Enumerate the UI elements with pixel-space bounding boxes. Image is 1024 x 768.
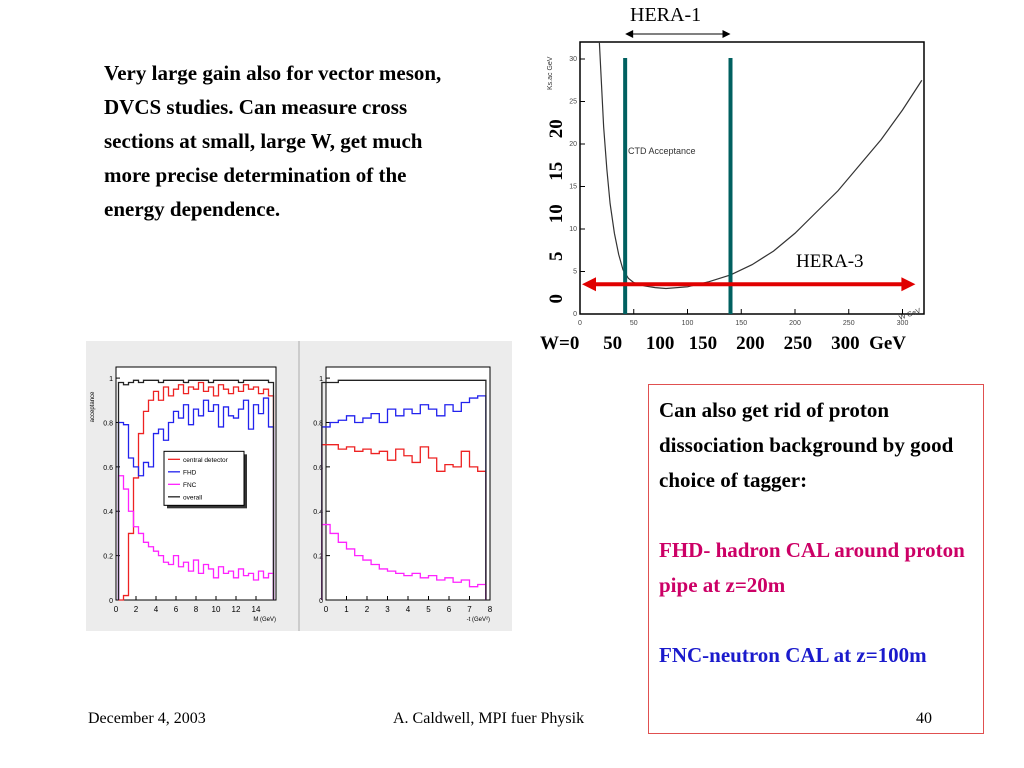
inner-x-tick-label: 300 xyxy=(897,320,909,327)
series-FNC-histogram xyxy=(117,475,275,600)
plots-divider xyxy=(298,341,300,631)
y-tick-label: 0.2 xyxy=(313,554,323,561)
legend-entry: overall xyxy=(183,494,203,501)
y-axis-label: acceptance xyxy=(90,391,96,422)
legend-entry: FNC xyxy=(183,482,197,489)
x-tick-label: 2 xyxy=(365,605,370,614)
x-tick-label: 0 xyxy=(114,605,119,614)
inner-y-tick-label: 30 xyxy=(569,56,577,63)
acceptance-curve xyxy=(598,41,923,290)
y-tick-label: 0.2 xyxy=(103,554,113,561)
inner-y-tick-label: 25 xyxy=(569,99,577,106)
inner-y-tick-label: 10 xyxy=(569,226,577,233)
inner-y-tick-label: 15 xyxy=(569,184,577,191)
x-tick-label: 14 xyxy=(252,605,261,614)
hera1-arrow-head-left xyxy=(625,30,634,38)
x-tick-label: 0 xyxy=(324,605,329,614)
outer-y-tick-label: 5 xyxy=(546,251,567,261)
inner-x-tick-label: 50 xyxy=(630,320,638,327)
outer-y-tick-label: 20 xyxy=(546,119,567,138)
series-central-detector-histogram xyxy=(321,444,487,600)
inner-x-tick-label: 250 xyxy=(843,320,855,327)
intro-text: Very large gain also for vector meson, D… xyxy=(104,61,442,221)
cross-section-plot-content: 0 50 100 150 200 250 30005101520253005101520Ks… xyxy=(546,30,925,327)
legend-entry: central detector xyxy=(183,457,229,464)
x-tick-label: 7 xyxy=(467,605,472,614)
acceptance-vs-mass-plot: 0 2 4 6 8 10 12 14 0 0.2 0.4 0.6 0.8 1 M (GeV) acceptan… xyxy=(90,366,277,623)
y-tick-label: 0 xyxy=(319,598,323,605)
hera1-arrow-head-right xyxy=(722,30,731,38)
ctd-acceptance-annotation: CTD Acceptance xyxy=(628,146,696,156)
x-axis-label: -t (GeV²) xyxy=(467,617,490,623)
x-tick-label: 6 xyxy=(447,605,452,614)
x-tick-label: 5 xyxy=(426,605,431,614)
plot-frame xyxy=(579,41,925,315)
fnc-description: FNC-neutron CAL at z=100m xyxy=(659,643,927,667)
w-axis-labels: W=0 50 100 150 200 250 300 GeV xyxy=(540,333,907,354)
cross-section-plot: 0 50 100 150 200 250 30005101520253005101520Ks… xyxy=(546,30,925,327)
inner-x-tick-label: 150 xyxy=(735,320,747,327)
series-FHD-histogram xyxy=(321,395,487,600)
spacer xyxy=(659,603,984,638)
x-tick-label: 3 xyxy=(385,605,390,614)
hera1-label: HERA-1 xyxy=(630,4,702,26)
tagger-box xyxy=(648,384,984,734)
hera3-arrow-head-left xyxy=(582,277,596,292)
spacer xyxy=(659,498,984,533)
x-tick-label: 2 xyxy=(134,605,139,614)
outer-y-tick-label: 0 xyxy=(546,294,567,304)
x-tick-label: 10 xyxy=(212,605,221,614)
inner-x-tick-label: 100 xyxy=(682,320,694,327)
acceptance-vs-t-plot: 0 1 2 3 4 5 6 7 8 0 0.2 0.4 0.6 0.8 1 -t (GeV²) xyxy=(313,366,493,623)
x-tick-label: 8 xyxy=(488,605,493,614)
y-tick-label: 1 xyxy=(109,376,113,383)
series-overall-histogram xyxy=(117,379,275,600)
plot-frame xyxy=(325,366,491,601)
series-FNC-histogram xyxy=(321,523,487,600)
y-tick-label: 0.6 xyxy=(313,465,323,472)
tagger-heading: Can also get rid of proton dissociation … xyxy=(659,398,954,492)
hera3-label: HERA-3 xyxy=(796,251,864,272)
series-central-detector-histogram xyxy=(118,381,275,601)
footer-author: A. Caldwell, MPI fuer Physik xyxy=(393,710,585,727)
legend-entry: FHD xyxy=(183,469,197,476)
footer-page-number: 40 xyxy=(916,710,932,727)
x-tick-label: 12 xyxy=(232,605,241,614)
y-tick-label: 0 xyxy=(109,598,113,605)
y-tick-label: 0.4 xyxy=(103,509,113,516)
inner-y-tick-label: 0 xyxy=(573,311,577,318)
inner-y-tick-label: 5 xyxy=(573,269,577,276)
y-axis-label: Ks.ac GeV xyxy=(547,56,554,90)
series-overall-histogram xyxy=(321,379,487,600)
outer-y-tick-label: 15 xyxy=(546,162,567,181)
x-tick-label: 1 xyxy=(344,605,349,614)
fhd-description: FHD- hadron CAL around proton pipe at z=… xyxy=(659,538,965,597)
y-tick-label: 0.8 xyxy=(103,420,113,427)
y-tick-label: 0.4 xyxy=(313,509,323,516)
x-tick-label: 4 xyxy=(154,605,159,614)
outer-y-tick-label: 10 xyxy=(546,204,567,223)
series-FHD-histogram xyxy=(117,397,275,600)
y-tick-label: 1 xyxy=(319,376,323,383)
x-tick-label: 4 xyxy=(406,605,411,614)
y-tick-label: 0.6 xyxy=(103,465,113,472)
footer-date: December 4, 2003 xyxy=(88,710,206,727)
y-tick-label: 0.8 xyxy=(313,420,323,427)
inner-y-tick-label: 20 xyxy=(569,141,577,148)
x-axis-label: M (GeV) xyxy=(253,617,276,623)
x-tick-label: 8 xyxy=(194,605,199,614)
hera3-arrow-head-right xyxy=(901,277,916,292)
x-tick-label: 6 xyxy=(174,605,179,614)
inner-x-tick-label: 200 xyxy=(789,320,801,327)
tagger-box-text: Can also get rid of proton dissociation … xyxy=(659,393,984,673)
inner-x-tick-label: 0 xyxy=(578,320,582,327)
